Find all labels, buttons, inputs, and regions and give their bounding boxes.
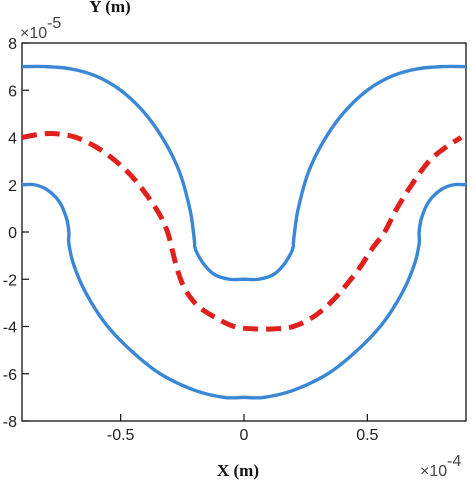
boundary-series-2 bbox=[21, 182, 467, 400]
y-tick-label: -8 bbox=[3, 414, 17, 431]
y-tick-label: 6 bbox=[8, 83, 17, 100]
y-tick-label: -6 bbox=[3, 367, 17, 384]
x-tick-label: -0.5 bbox=[107, 427, 135, 444]
centerline-dashed-series bbox=[21, 131, 463, 332]
x-tick-label: 0 bbox=[240, 427, 249, 444]
y-tick-label: -4 bbox=[3, 320, 17, 337]
y-tick-label: 4 bbox=[8, 131, 17, 148]
y-exponent-base: ×10 bbox=[20, 25, 47, 42]
x-exponent-power: -4 bbox=[447, 453, 461, 470]
y-tick-label: 8 bbox=[8, 36, 17, 53]
plot-area-border bbox=[21, 42, 467, 422]
series-layer bbox=[21, 64, 467, 400]
y-exponent-power: -5 bbox=[47, 15, 61, 32]
y-tick-label: 0 bbox=[8, 225, 17, 242]
x-tick-label: 0.5 bbox=[356, 427, 378, 444]
x-exponent-base: ×10 bbox=[420, 463, 447, 480]
x-axis-title: X (m) bbox=[217, 461, 259, 480]
boundary-series-1 bbox=[21, 64, 467, 282]
y-axis-title: Y (m) bbox=[89, 0, 130, 16]
y-tick-label: -2 bbox=[3, 272, 17, 289]
y-tick-label: 2 bbox=[8, 178, 17, 195]
labels-layer: -8 -6 -4 -2 0 2 4 6 8 -0.5 0 0.5 bbox=[3, 36, 379, 444]
